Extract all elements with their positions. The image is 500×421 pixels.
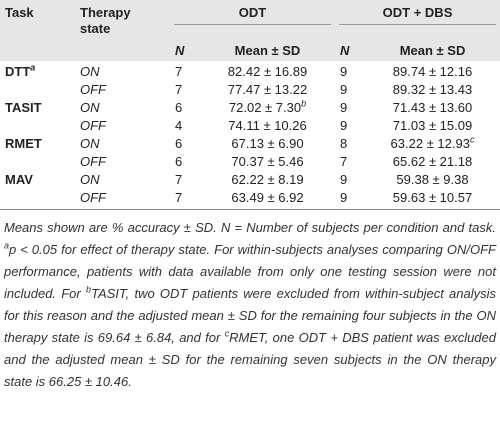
mean-cell: 62.22 ± 8.19 bbox=[231, 172, 304, 187]
cell-text: 63.22 ± 12.93 bbox=[390, 136, 470, 151]
mean-cell: 89.32 ± 13.43 bbox=[392, 82, 473, 97]
superscript: c bbox=[469, 134, 475, 145]
task-cell bbox=[0, 81, 75, 99]
mean-cell: 71.43 ± 13.60 bbox=[392, 100, 473, 115]
n-cell: 9 bbox=[340, 64, 348, 79]
state-cell: ON bbox=[80, 136, 100, 151]
state-cell: OFF bbox=[80, 154, 106, 169]
n-cell: 7 bbox=[175, 172, 183, 187]
table-row: OFF 7 63.49 ± 6.92 9 59.63 ± 10.57 bbox=[0, 189, 500, 210]
header-state-text: Therapy state bbox=[80, 5, 131, 36]
footnote-mark: c bbox=[224, 328, 230, 339]
table-row: OFF 6 70.37 ± 5.46 7 65.62 ± 21.18 bbox=[0, 153, 500, 171]
n-cell: 7 bbox=[340, 154, 348, 169]
n-cell: 9 bbox=[340, 82, 348, 97]
header-task: Task bbox=[5, 5, 34, 20]
mean-cell: 77.47 ± 13.22 bbox=[227, 82, 308, 97]
state-cell: ON bbox=[80, 100, 100, 115]
state-cell: ON bbox=[80, 172, 100, 187]
n-cell: 6 bbox=[175, 100, 183, 115]
task-cell bbox=[0, 153, 75, 171]
state-cell: ON bbox=[80, 64, 100, 79]
header-n: N bbox=[175, 43, 185, 58]
n-cell: 9 bbox=[340, 118, 348, 133]
mean-cell: 63.22 ± 12.93c bbox=[365, 135, 500, 153]
mean-cell: 89.74 ± 12.16 bbox=[392, 64, 473, 79]
n-cell: 7 bbox=[175, 64, 183, 79]
mean-cell: 71.03 ± 15.09 bbox=[392, 118, 473, 133]
header-group: ODT bbox=[170, 0, 335, 41]
n-cell: 9 bbox=[340, 172, 348, 187]
results-table: Task Therapy state ODT ODT + DBS N Mean … bbox=[0, 0, 500, 210]
header-state: Therapy state bbox=[75, 0, 170, 61]
cell-text: DTT bbox=[5, 64, 31, 79]
table-row: TASIT ON 6 72.02 ± 7.30b 9 71.43 ± 13.60 bbox=[0, 99, 500, 117]
footnote-text: Means shown are % accuracy ± SD. N = Num… bbox=[4, 220, 496, 235]
n-cell: 4 bbox=[175, 118, 183, 133]
n-cell: 9 bbox=[335, 189, 366, 210]
mean-cell: 70.37 ± 5.46 bbox=[231, 154, 304, 169]
state-cell: OFF bbox=[80, 82, 106, 97]
n-cell: 7 bbox=[170, 189, 200, 210]
cell-text: 72.02 ± 7.30 bbox=[228, 100, 302, 115]
footnote-mark: a bbox=[4, 240, 10, 251]
cell-text: TASIT bbox=[5, 100, 42, 115]
table-row: DTTa ON 7 82.42 ± 16.89 9 89.74 ± 12.16 bbox=[0, 61, 500, 81]
header-n: N bbox=[340, 43, 350, 58]
table-row: RMET ON 6 67.13 ± 6.90 8 63.22 ± 12.93c bbox=[0, 135, 500, 153]
task-cell: MAV bbox=[0, 171, 75, 189]
mean-cell: 67.13 ± 6.90 bbox=[231, 136, 304, 151]
mean-cell: 82.42 ± 16.89 bbox=[227, 64, 308, 79]
footnote-text: TASIT, two ODT patients were excluded fr… bbox=[4, 286, 497, 345]
mean-cell: 59.38 ± 9.38 bbox=[396, 172, 469, 187]
mean-cell: 63.49 ± 6.92 bbox=[200, 189, 336, 210]
mean-cell: 74.11 ± 10.26 bbox=[228, 118, 307, 133]
state-cell: OFF bbox=[80, 118, 106, 133]
group-name: ODT bbox=[174, 5, 332, 25]
table-row: MAV ON 7 62.22 ± 8.19 9 59.38 ± 9.38 bbox=[0, 171, 500, 189]
task-cell: DTTa bbox=[0, 61, 75, 81]
state-cell: OFF bbox=[75, 189, 170, 210]
cell-text: MAV bbox=[5, 172, 33, 187]
mean-cell: 65.62 ± 21.18 bbox=[392, 154, 473, 169]
task-cell: RMET bbox=[0, 135, 75, 153]
n-cell: 6 bbox=[175, 154, 183, 169]
task-cell bbox=[0, 117, 75, 135]
table-header: Task Therapy state ODT ODT + DBS N Mean … bbox=[0, 0, 500, 61]
group-name: ODT + DBS bbox=[339, 5, 497, 25]
superscript: a bbox=[30, 62, 36, 73]
task-cell: TASIT bbox=[0, 99, 75, 117]
table-row: OFF 7 77.47 ± 13.22 9 89.32 ± 13.43 bbox=[0, 81, 500, 99]
n-cell: 8 bbox=[340, 136, 348, 151]
table-body: DTTa ON 7 82.42 ± 16.89 9 89.74 ± 12.16 OFF 7 77… bbox=[0, 61, 500, 210]
mean-cell: 59.63 ± 10.57 bbox=[365, 189, 500, 210]
task-cell bbox=[0, 189, 75, 210]
n-cell: 6 bbox=[175, 136, 183, 151]
superscript: b bbox=[301, 98, 307, 109]
footnote-mark: b bbox=[85, 284, 91, 295]
mean-cell: 72.02 ± 7.30b bbox=[200, 99, 335, 117]
n-cell: 7 bbox=[175, 82, 183, 97]
n-cell: 9 bbox=[340, 100, 348, 115]
header-mean: Mean ± SD bbox=[234, 43, 301, 58]
header-mean: Mean ± SD bbox=[399, 43, 466, 58]
table-row: OFF 4 74.11 ± 10.26 9 71.03 ± 15.09 bbox=[0, 117, 500, 135]
footnote-text: p < 0.05 for effect of therapy state. Fo… bbox=[4, 242, 496, 301]
footnote-text: RMET, one ODT + DBS patient was excluded… bbox=[4, 330, 497, 389]
cell-text: RMET bbox=[5, 136, 42, 151]
header-group: ODT + DBS bbox=[335, 0, 500, 41]
footnote: Means shown are % accuracy ± SD. N = Num… bbox=[0, 210, 500, 393]
